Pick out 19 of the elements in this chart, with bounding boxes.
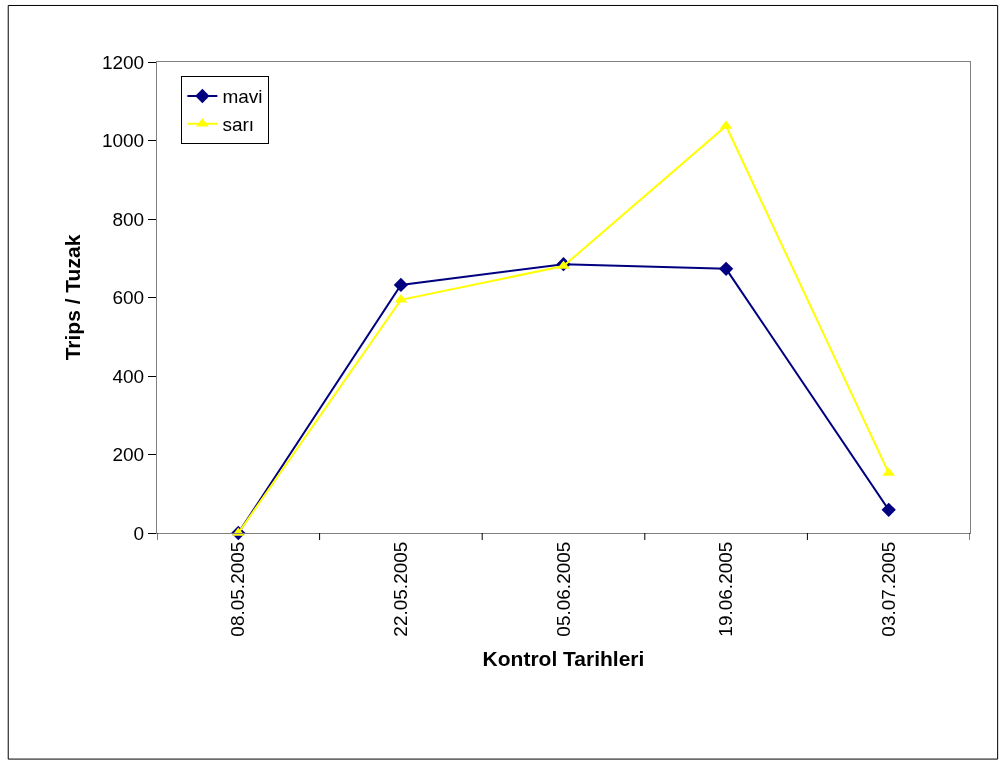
point [393, 277, 409, 293]
y-tick-label: 1000 [101, 130, 145, 152]
point [718, 261, 734, 276]
y-tick-label: 400 [112, 365, 145, 387]
x-tick-label: 03.07.2005 [877, 541, 899, 637]
y-axis-title: Trips / Tuzak [61, 234, 85, 361]
point [881, 502, 896, 517]
legend-label: sarı [222, 114, 255, 136]
x-axis-title: Kontrol Tarihleri [482, 646, 645, 670]
y-tick-label: 200 [112, 444, 145, 466]
y-tick-label: 800 [112, 208, 145, 230]
x-tick-label: 05.06.2005 [552, 541, 574, 637]
y-tick-label: 600 [112, 287, 145, 309]
y-tick-label: 1200 [101, 51, 145, 73]
legend-label: mavi [222, 86, 263, 108]
x-tick-label: 22.05.2005 [390, 541, 412, 637]
y-tick-label: 0 [133, 522, 145, 544]
x-tick-label: 19.06.2005 [715, 541, 737, 637]
x-tick-label: 08.05.2005 [227, 541, 249, 637]
